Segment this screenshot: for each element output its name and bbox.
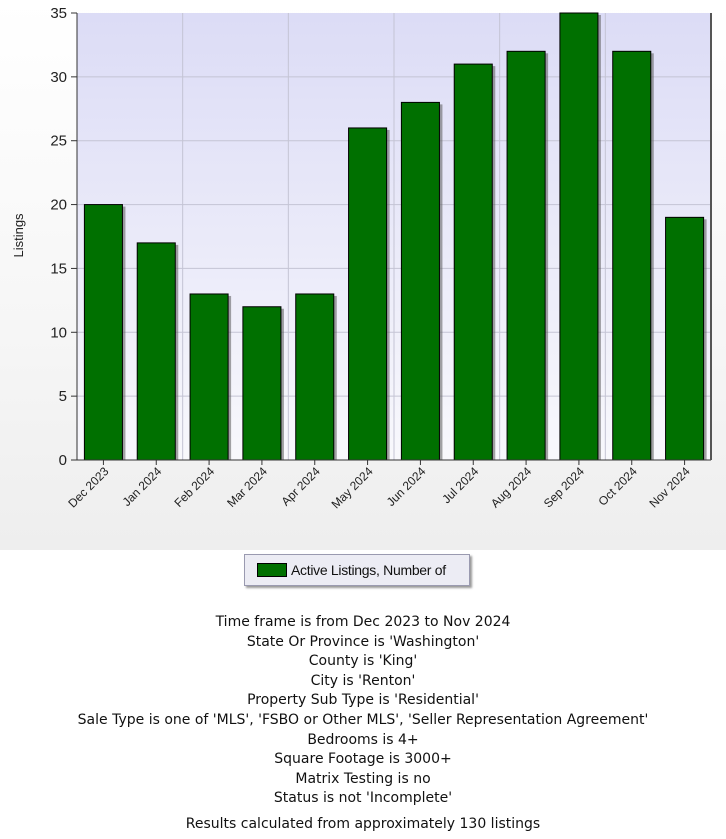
bar xyxy=(189,293,229,461)
bar xyxy=(348,127,388,461)
bar xyxy=(400,101,440,461)
y-tick-label: 5 xyxy=(59,388,67,405)
bars xyxy=(83,12,707,461)
x-tick-label: Sep 2024 xyxy=(541,464,587,510)
criteria-line: Bedrooms is 4+ xyxy=(307,731,419,748)
criteria-line: City is 'Renton' xyxy=(310,672,416,689)
y-tick-label: 15 xyxy=(50,260,67,277)
bar xyxy=(242,306,282,461)
legend: Active Listings, Number of xyxy=(244,554,470,586)
y-tick-label: 25 xyxy=(50,133,67,150)
bar xyxy=(83,204,123,461)
x-tick-label: Dec 2023 xyxy=(65,464,111,510)
criteria-line: Square Footage is 3000+ xyxy=(274,751,452,768)
axes xyxy=(71,12,712,465)
y-tick-label: 10 xyxy=(50,324,67,341)
y-tick-label: 30 xyxy=(50,69,67,86)
bar xyxy=(559,12,599,461)
results-summary: Results calculated from approximately 13… xyxy=(185,816,541,832)
x-tick-label: Jul 2024 xyxy=(439,464,481,506)
legend-swatch xyxy=(257,563,287,577)
bar xyxy=(506,50,546,461)
bar xyxy=(295,293,335,461)
search-criteria: Time frame is from Dec 2023 to Nov 2024 … xyxy=(0,613,726,809)
x-tick-label: Jun 2024 xyxy=(384,464,429,509)
criteria-line: Sale Type is one of 'MLS', 'FSBO or Othe… xyxy=(77,711,649,728)
bar xyxy=(136,242,176,461)
x-tick-label: Oct 2024 xyxy=(596,464,641,509)
chart-area: 0 5 10 15 20 25 30 35 Dec 2023 Jan 2024 Feb 2024 Ma… xyxy=(0,0,726,550)
criteria-line: Matrix Testing is no xyxy=(295,770,431,787)
criteria-line: Property Sub Type is 'Residential' xyxy=(247,692,479,709)
x-tick-label: Mar 2024 xyxy=(224,464,270,510)
y-tick-label: 35 xyxy=(50,5,67,22)
criteria-line: State Or Province is 'Washington' xyxy=(246,633,480,650)
criteria-line: Time frame is from Dec 2023 to Nov 2024 xyxy=(215,614,511,630)
x-tick-label: Jan 2024 xyxy=(120,464,165,509)
bar xyxy=(665,216,705,461)
x-tick-label: Aug 2024 xyxy=(488,464,534,510)
x-tick-label: Feb 2024 xyxy=(171,464,217,510)
x-tick-label: Nov 2024 xyxy=(646,464,692,510)
x-tick-label: Apr 2024 xyxy=(279,464,324,509)
y-axis-title: Listings xyxy=(11,213,26,258)
gridlines xyxy=(77,13,711,460)
y-tick-label: 0 xyxy=(59,452,67,469)
criteria-line: Status is not 'Incomplete' xyxy=(273,790,453,807)
criteria-line: County is 'King' xyxy=(308,653,418,670)
legend-label: Active Listings, Number of xyxy=(291,562,446,578)
bar xyxy=(612,50,652,461)
bar xyxy=(453,63,493,461)
x-tick-label: May 2024 xyxy=(329,464,376,511)
y-tick-label: 20 xyxy=(50,197,67,214)
